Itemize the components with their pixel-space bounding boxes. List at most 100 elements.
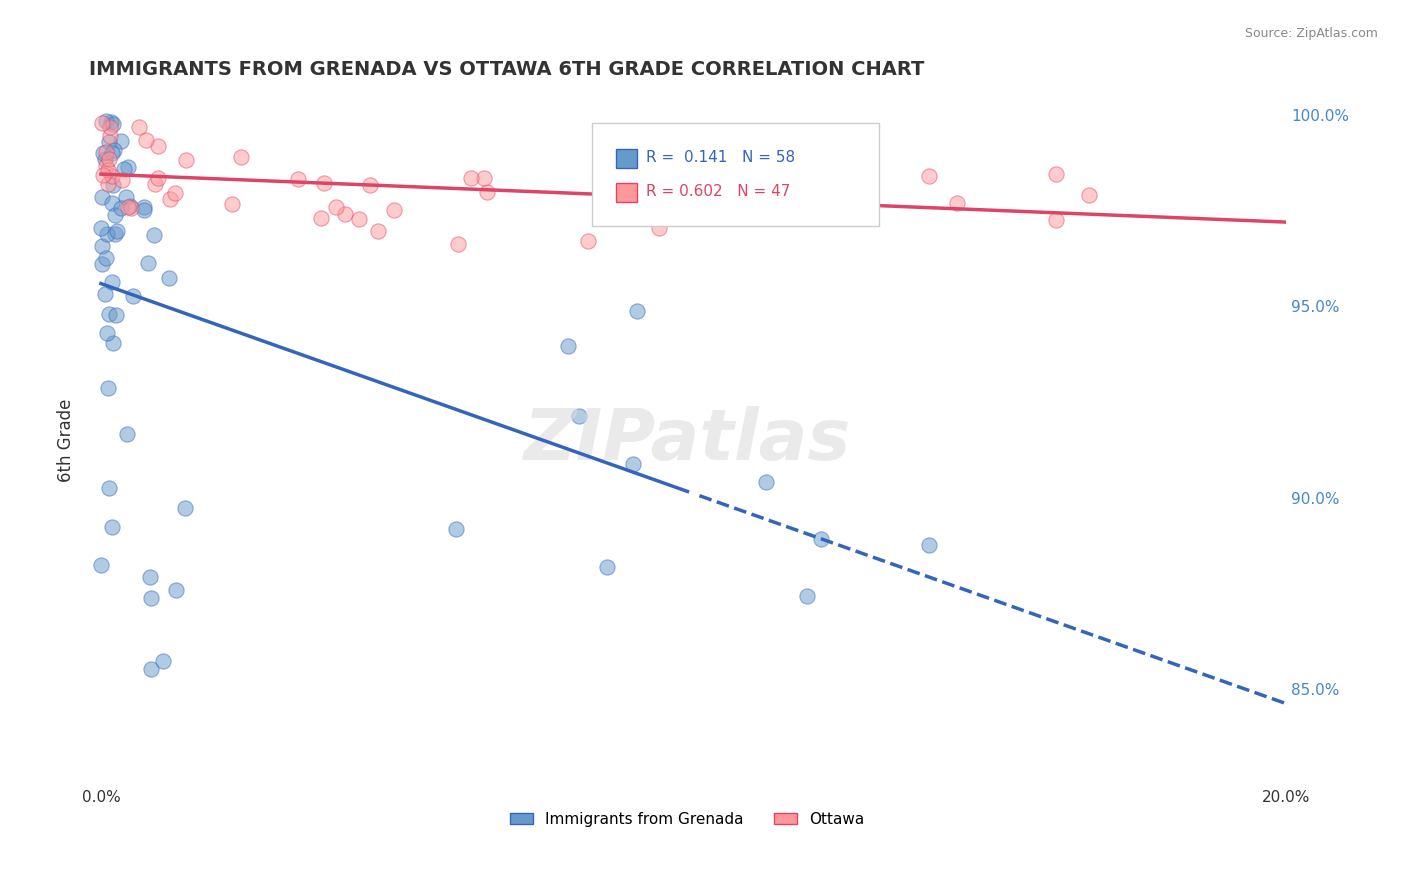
Point <box>174 500 197 515</box>
Point <box>94 160 117 174</box>
Point <box>94 145 117 159</box>
Point <box>90 220 112 235</box>
Point <box>96 326 118 340</box>
Text: IMMIGRANTS FROM GRENADA VS OTTAWA 6TH GRADE CORRELATION CHART: IMMIGRANTS FROM GRENADA VS OTTAWA 6TH GR… <box>89 60 924 78</box>
Point <box>221 196 243 211</box>
Point <box>152 654 174 668</box>
Point <box>90 558 112 573</box>
Point <box>93 168 115 182</box>
Point <box>157 270 180 285</box>
Point <box>96 113 118 128</box>
Point <box>460 171 482 186</box>
Point <box>91 189 114 203</box>
Point <box>557 339 579 353</box>
Point <box>159 192 181 206</box>
Point <box>112 162 135 177</box>
Point <box>621 457 644 471</box>
Point <box>91 239 114 253</box>
Point <box>755 475 778 489</box>
Point <box>110 134 132 148</box>
Point <box>98 482 121 496</box>
Point <box>138 256 160 270</box>
Point <box>101 520 124 534</box>
Point <box>148 171 170 186</box>
Point <box>101 169 124 183</box>
Text: R = 0.602   N = 47: R = 0.602 N = 47 <box>645 185 790 200</box>
Point <box>101 275 124 289</box>
FancyBboxPatch shape <box>616 149 637 168</box>
Point <box>117 160 139 174</box>
Point <box>94 286 117 301</box>
Point <box>793 192 815 206</box>
Point <box>105 224 128 238</box>
Point <box>104 227 127 241</box>
Point <box>706 184 728 198</box>
Point <box>110 201 132 215</box>
Point <box>229 150 252 164</box>
FancyBboxPatch shape <box>616 183 637 202</box>
Point <box>918 538 941 552</box>
Point <box>174 153 197 168</box>
Point <box>648 220 671 235</box>
Point <box>132 200 155 214</box>
Point <box>98 129 121 144</box>
Point <box>91 116 114 130</box>
Point <box>115 427 138 442</box>
Point <box>114 190 136 204</box>
Point <box>146 139 169 153</box>
Point <box>143 228 166 243</box>
Point <box>946 196 969 211</box>
Point <box>94 252 117 266</box>
Point <box>626 304 648 318</box>
Point <box>796 590 818 604</box>
Point <box>359 178 381 193</box>
Point <box>568 409 591 423</box>
Point <box>135 133 157 147</box>
Point <box>118 198 141 212</box>
Point <box>96 178 118 192</box>
Point <box>98 120 121 134</box>
Legend: Immigrants from Grenada, Ottawa: Immigrants from Grenada, Ottawa <box>505 805 870 832</box>
Point <box>132 202 155 217</box>
Point <box>93 146 115 161</box>
Point <box>97 152 120 166</box>
Point <box>128 120 150 135</box>
Point <box>117 201 139 215</box>
Text: ZIPatlas: ZIPatlas <box>524 406 851 475</box>
Point <box>1078 188 1101 202</box>
Point <box>103 143 125 157</box>
Point <box>143 177 166 191</box>
Point <box>309 211 332 226</box>
Point <box>122 289 145 303</box>
Point <box>141 591 163 605</box>
FancyBboxPatch shape <box>592 123 879 227</box>
Point <box>367 224 389 238</box>
Point <box>1045 213 1067 227</box>
Point <box>103 178 125 192</box>
Point <box>91 257 114 271</box>
Point <box>100 115 122 129</box>
Text: Source: ZipAtlas.com: Source: ZipAtlas.com <box>1244 27 1378 40</box>
Point <box>120 201 142 215</box>
Text: R =  0.141   N = 58: R = 0.141 N = 58 <box>645 150 794 165</box>
Point <box>325 201 347 215</box>
Point <box>101 145 124 160</box>
Point <box>312 176 335 190</box>
Point <box>97 381 120 395</box>
Point <box>446 237 468 252</box>
Point <box>96 227 118 241</box>
Point <box>1045 167 1067 181</box>
Point <box>287 172 309 186</box>
Point <box>576 234 599 248</box>
Point <box>335 207 357 221</box>
Point <box>104 209 127 223</box>
Point <box>815 184 838 198</box>
Point <box>165 583 187 598</box>
Point <box>810 532 832 546</box>
Point <box>103 117 125 131</box>
Point <box>384 203 406 218</box>
Point <box>139 662 162 676</box>
Point <box>105 308 128 322</box>
Point <box>918 169 941 184</box>
Point <box>94 152 117 166</box>
